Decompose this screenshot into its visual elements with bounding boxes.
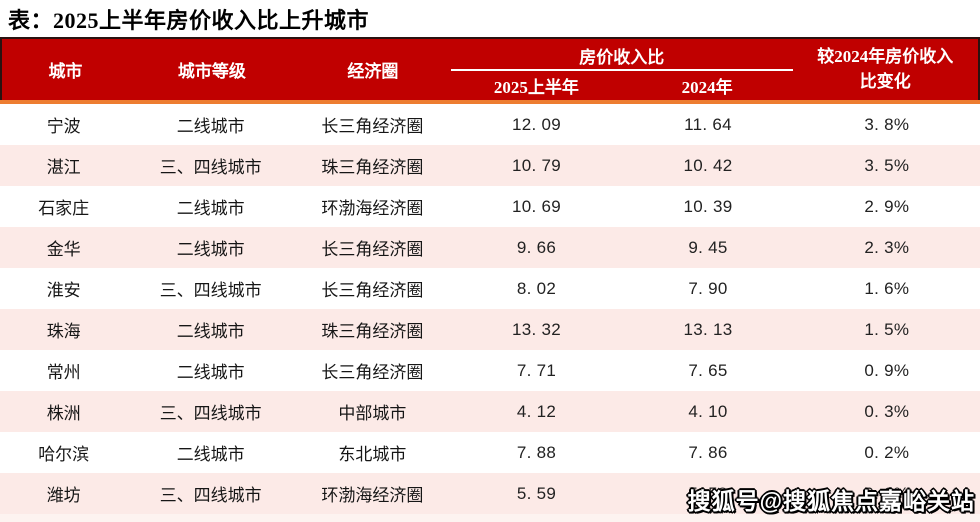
cell-region: 长三角经济圈 bbox=[321, 117, 424, 136]
cell-tier: 二线城市 bbox=[176, 322, 245, 341]
table-row: 潍坊 三、四线城市 环渤海经济圈 5. 59 5. 58 0. 2% bbox=[0, 473, 980, 514]
cell-tier: 二线城市 bbox=[176, 363, 245, 382]
cell-ratio-2024: 7. 90 bbox=[688, 278, 728, 298]
col-header-change-line1: 较2024年房价收入 bbox=[817, 46, 954, 66]
col-header-region: 经济圈 bbox=[347, 62, 399, 81]
table-body: 宁波 二线城市 长三角经济圈 12. 09 11. 64 3. 8% 湛江 三、… bbox=[0, 104, 980, 514]
cell-city: 湛江 bbox=[46, 158, 81, 177]
header-accent-line bbox=[0, 100, 980, 104]
ratio-group-divider bbox=[450, 68, 793, 71]
cell-ratio-2025: 13. 32 bbox=[511, 319, 562, 339]
cell-region: 环渤海经济圈 bbox=[321, 199, 424, 218]
cell-change: 2. 3% bbox=[864, 237, 910, 257]
cell-ratio-2024: 5. 58 bbox=[688, 483, 728, 503]
cell-ratio-2024: 4. 10 bbox=[688, 401, 728, 421]
page-title: 表：2025上半年房价收入比上升城市 bbox=[8, 7, 370, 33]
cell-ratio-2024: 10. 42 bbox=[683, 155, 733, 175]
cell-change: 3. 8% bbox=[864, 114, 910, 134]
cell-change: 3. 5% bbox=[864, 155, 910, 175]
cell-change: 1. 5% bbox=[864, 319, 910, 339]
cell-tier: 三、四线城市 bbox=[159, 281, 262, 300]
table-row: 株洲 三、四线城市 中部城市 4. 12 4. 10 0. 3% bbox=[0, 391, 980, 432]
cell-tier: 二线城市 bbox=[176, 240, 245, 259]
cell-ratio-2024: 11. 64 bbox=[684, 114, 732, 134]
cell-tier: 二线城市 bbox=[176, 117, 245, 136]
table-row: 石家庄 二线城市 环渤海经济圈 10. 69 10. 39 2. 9% bbox=[0, 186, 980, 227]
col-header-2025h1: 2025上半年 bbox=[493, 77, 579, 97]
cell-tier: 二线城市 bbox=[176, 199, 245, 218]
ratio-subheaders: 2025上半年 2024年 bbox=[451, 71, 793, 100]
cell-city: 金华 bbox=[46, 240, 81, 259]
cell-region: 东北城市 bbox=[338, 445, 407, 464]
cell-ratio-2024: 9. 45 bbox=[688, 237, 728, 257]
cell-region: 环渤海经济圈 bbox=[321, 486, 424, 505]
col-header-tier: 城市等级 bbox=[177, 62, 246, 81]
cell-city: 石家庄 bbox=[38, 199, 90, 218]
table-row: 哈尔滨 二线城市 东北城市 7. 88 7. 86 0. 2% bbox=[0, 432, 980, 473]
cell-change: 1. 6% bbox=[864, 278, 910, 298]
cell-city: 珠海 bbox=[46, 322, 81, 341]
cell-city: 宁波 bbox=[46, 117, 81, 136]
cell-change: 2. 9% bbox=[864, 196, 910, 216]
cell-ratio-2024: 7. 65 bbox=[688, 360, 728, 380]
cell-change: 0. 9% bbox=[864, 360, 910, 380]
col-group-ratio: 房价收入比 2025上半年 2024年 bbox=[450, 39, 793, 100]
cell-city: 淮安 bbox=[46, 281, 81, 300]
cell-region: 长三角经济圈 bbox=[321, 240, 424, 259]
cell-region: 珠三角经济圈 bbox=[321, 322, 424, 341]
cell-tier: 三、四线城市 bbox=[159, 404, 262, 423]
table-bottom-strip bbox=[0, 514, 980, 522]
col-header-city: 城市 bbox=[48, 62, 83, 81]
cell-region: 中部城市 bbox=[338, 404, 407, 423]
cell-ratio-2025: 7. 71 bbox=[516, 360, 557, 380]
cell-tier: 三、四线城市 bbox=[159, 486, 262, 505]
cell-ratio-2025: 7. 88 bbox=[516, 442, 557, 462]
cell-ratio-2025: 8. 02 bbox=[516, 278, 557, 298]
table-row: 宁波 二线城市 长三角经济圈 12. 09 11. 64 3. 8% bbox=[0, 104, 980, 145]
table-row: 淮安 三、四线城市 长三角经济圈 8. 02 7. 90 1. 6% bbox=[0, 268, 980, 309]
cell-ratio-2025: 4. 12 bbox=[516, 401, 557, 421]
col-header-change-line2: 比变化 bbox=[859, 71, 911, 91]
col-header-2024: 2024年 bbox=[681, 77, 733, 97]
col-header-change: 较2024年房价收入 比变化 bbox=[793, 39, 978, 100]
cell-city: 潍坊 bbox=[46, 486, 81, 505]
cell-change: 0. 2% bbox=[864, 442, 910, 462]
cell-ratio-2024: 7. 86 bbox=[688, 442, 728, 462]
watermark: 搜狐号@搜狐焦点嘉峪关站 bbox=[687, 488, 975, 514]
table-row: 珠海 二线城市 珠三角经济圈 13. 32 13. 13 1. 5% bbox=[0, 309, 980, 350]
cell-ratio-2025: 9. 66 bbox=[516, 237, 557, 257]
cell-ratio-2024: 10. 39 bbox=[683, 196, 733, 216]
cell-change: 0. 2% bbox=[864, 483, 910, 503]
table-row: 常州 二线城市 长三角经济圈 7. 71 7. 65 0. 9% bbox=[0, 350, 980, 391]
cell-tier: 三、四线城市 bbox=[159, 158, 262, 177]
cell-region: 珠三角经济圈 bbox=[321, 158, 424, 177]
cell-region: 长三角经济圈 bbox=[321, 281, 424, 300]
cell-ratio-2025: 10. 79 bbox=[511, 155, 562, 175]
cell-ratio-2024: 13. 13 bbox=[683, 319, 733, 339]
col-group-ratio-title: 房价收入比 bbox=[579, 48, 665, 68]
table-row: 金华 二线城市 长三角经济圈 9. 66 9. 45 2. 3% bbox=[0, 227, 980, 268]
cell-ratio-2025: 5. 59 bbox=[516, 483, 557, 503]
table-header: 城市 城市等级 经济圈 房价收入比 2025上半年 2024年 较2024年房价… bbox=[0, 37, 980, 100]
cell-ratio-2025: 10. 69 bbox=[511, 196, 562, 216]
cell-region: 长三角经济圈 bbox=[321, 363, 424, 382]
table-row: 湛江 三、四线城市 珠三角经济圈 10. 79 10. 42 3. 5% bbox=[0, 145, 980, 186]
cell-city: 株洲 bbox=[46, 404, 81, 423]
cell-city: 哈尔滨 bbox=[38, 445, 90, 464]
cell-change: 0. 3% bbox=[864, 401, 910, 421]
cell-ratio-2025: 12. 09 bbox=[511, 114, 562, 134]
cell-tier: 二线城市 bbox=[176, 445, 245, 464]
cell-city: 常州 bbox=[46, 363, 81, 382]
